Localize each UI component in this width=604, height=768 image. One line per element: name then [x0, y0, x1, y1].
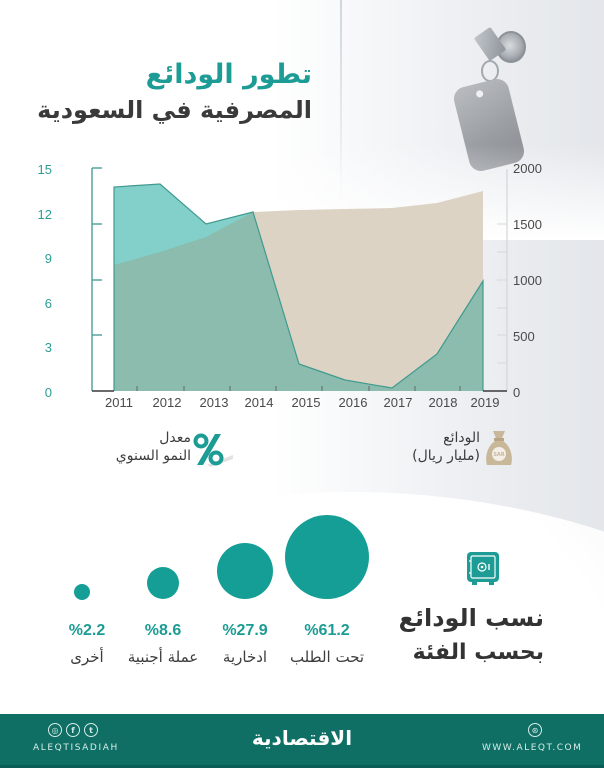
label-demand: تحت الطلب — [289, 648, 365, 666]
legend-deposits-line2: (مليار ريال) — [412, 448, 480, 464]
left-axis-tick: 15 — [37, 162, 52, 177]
right-axis-tick: 500 — [513, 329, 535, 344]
overlap-area — [114, 212, 483, 391]
left-axis-tick: 12 — [37, 207, 52, 222]
footer-divider — [0, 765, 604, 768]
x-axis-label: 2015 — [291, 395, 321, 410]
x-axis-label: 2017 — [383, 395, 413, 410]
right-axis-tick: 1500 — [513, 217, 542, 232]
brand-logo: الاقتصادية — [251, 726, 353, 750]
legend-deposits: الودائع (مليار ريال) SAR — [400, 425, 530, 475]
left-axis-tick: 6 — [44, 296, 52, 311]
website-link[interactable]: WWW.ALEQT.COM — [482, 743, 583, 753]
legend-deposits-line1: الودائع — [443, 430, 480, 446]
page-subtitle: المصرفية في السعودية — [37, 96, 312, 124]
label-foreign-currency: عملة أجنبية — [127, 648, 199, 666]
left-axis-tick: 9 — [44, 251, 52, 266]
social-handle[interactable]: ALEQTISADIAH — [33, 743, 119, 753]
percent-icon — [193, 433, 233, 467]
x-axis-label: 2018 — [428, 395, 458, 410]
chart-plot — [91, 167, 508, 392]
bubble-savings — [217, 543, 273, 599]
web-icon: ⊛ — [528, 723, 542, 737]
right-axis-tick: 2000 — [513, 161, 542, 176]
label-savings: ادخارية — [222, 648, 268, 666]
safe-icon — [467, 552, 499, 585]
facebook-icon[interactable]: f — [66, 723, 80, 737]
right-axis-tick: 1000 — [513, 273, 542, 288]
page-title: تطور الودائع — [145, 59, 312, 90]
legend-growth: معدل النمو السنوي — [85, 425, 235, 475]
bubble-foreign-currency — [147, 567, 179, 599]
social-links: ◎ f t — [48, 723, 98, 737]
right-axis-tick: 0 — [513, 385, 521, 400]
left-axis-tick: 0 — [44, 385, 52, 400]
x-axis-label: 2013 — [199, 395, 229, 410]
value-foreign-currency: %8.6 — [144, 622, 182, 639]
area-chart: 15 12 9 6 3 0 2000 1500 1000 500 0 2011 … — [0, 150, 604, 420]
value-savings: %27.9 — [222, 622, 268, 639]
x-axis-label: 2014 — [244, 395, 274, 410]
footer — [0, 714, 604, 768]
label-other: أخرى — [70, 648, 104, 666]
bubble-demand — [285, 515, 369, 599]
x-axis-label: 2019 — [470, 395, 500, 410]
value-other: %2.2 — [68, 622, 106, 639]
bubble-other — [74, 584, 90, 600]
svg-text:SAR: SAR — [493, 452, 504, 458]
value-demand: %61.2 — [304, 622, 350, 639]
instagram-icon[interactable]: ◎ — [48, 723, 62, 737]
breakdown-subtitle: بحسب الفئة — [412, 640, 544, 665]
photo-fade — [0, 0, 604, 240]
money-bag-icon: SAR — [486, 431, 512, 465]
left-axis-tick: 3 — [44, 340, 52, 355]
twitter-icon[interactable]: t — [84, 723, 98, 737]
growth-line — [113, 183, 484, 391]
x-axis-label: 2011 — [105, 395, 133, 410]
x-axis-label: 2012 — [152, 395, 182, 410]
legend-growth-line2: النمو السنوي — [115, 448, 191, 464]
breakdown-title: نسب الودائع — [398, 604, 544, 632]
x-axis-label: 2016 — [338, 395, 368, 410]
legend-growth-line1: معدل — [159, 430, 191, 446]
